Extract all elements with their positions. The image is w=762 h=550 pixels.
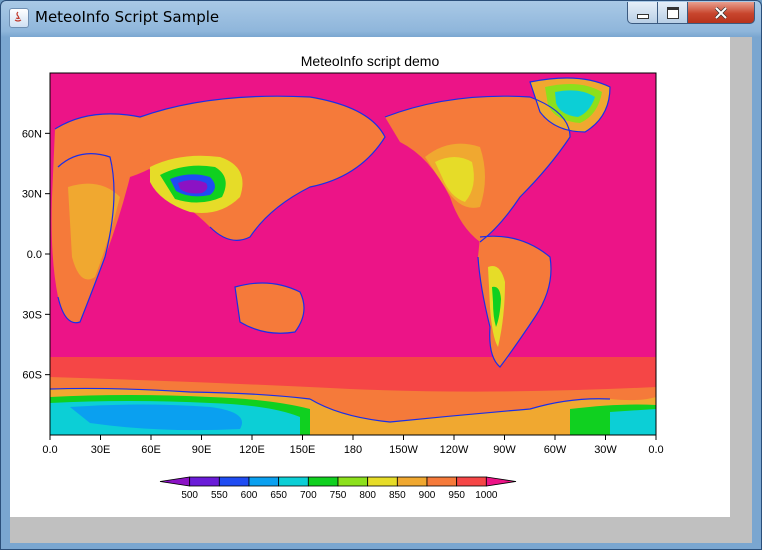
legend-arrow-low (159, 476, 191, 487)
maximize-icon (666, 6, 679, 19)
close-button[interactable] (687, 2, 755, 24)
y-axis: 60N 30N 0.0 30S 60S (22, 128, 50, 382)
x-tick-label: 90W (493, 444, 516, 456)
legend-swatch (218, 476, 250, 487)
color-legend: 500 550 600 650 700 750 800 850 900 950 1000 (159, 476, 517, 501)
minimize-button[interactable] (627, 2, 658, 24)
x-axis: 0.0 30E 60E 90E 120E 150E 180 150W 120W 90W 60W 30W… (42, 435, 664, 456)
chart-svg: 0.0 30E 60E 90E 120E 150E 180 150W 120W 90W 60W 30W… (22, 72, 664, 501)
legend-swatch (456, 476, 487, 487)
x-tick-label: 60E (141, 444, 161, 456)
maximize-button[interactable] (657, 2, 688, 24)
legend-label: 700 (300, 490, 317, 501)
legend-swatch (396, 476, 428, 487)
legend-swatch (189, 476, 220, 487)
x-tick-label: 60W (544, 444, 567, 456)
legend-label: 1000 (475, 490, 498, 501)
legend-label: 800 (359, 490, 376, 501)
legend-label: 650 (270, 490, 287, 501)
legend-swatch (248, 476, 280, 487)
x-tick-label: 150W (389, 444, 418, 456)
x-tick-label: 120E (239, 444, 265, 456)
greenland-650 (555, 90, 595, 117)
legend-label: 850 (389, 490, 406, 501)
y-tick-label: 30N (22, 189, 42, 201)
x-tick-label: 180 (344, 444, 362, 456)
x-tick-label: 30E (91, 444, 111, 456)
rockies-850 (435, 157, 474, 202)
legend-label: 500 (181, 490, 198, 501)
legend-label: 600 (241, 490, 258, 501)
x-tick-label: 90E (192, 444, 212, 456)
title-bar[interactable]: MeteoInfo Script Sample (1, 1, 761, 35)
australia-field (235, 283, 304, 334)
client-area: MeteoInfo script demo (10, 37, 752, 543)
legend-label: 550 (211, 490, 228, 501)
minimize-icon (636, 14, 649, 19)
andes-700 (492, 286, 501, 327)
contour-map (50, 73, 656, 435)
x-tick-label: 150E (290, 444, 316, 456)
chart-canvas[interactable]: MeteoInfo script demo (10, 37, 730, 517)
legend-label: 900 (419, 490, 436, 501)
y-tick-label: 60S (22, 370, 42, 382)
y-tick-label: 60N (22, 128, 42, 140)
x-tick-label: 30W (594, 444, 617, 456)
close-icon (714, 6, 728, 19)
y-tick-label: 0.0 (27, 249, 42, 261)
x-tick-label: 120W (440, 444, 469, 456)
x-tick-label: 0.0 (42, 444, 57, 456)
java-app-icon[interactable] (9, 8, 29, 28)
window-title: MeteoInfo Script Sample (35, 8, 220, 26)
legend-arrow-high (485, 476, 517, 487)
coastlines (50, 77, 611, 423)
tibet-500 (178, 180, 208, 194)
legend-swatch (426, 476, 458, 487)
y-tick-label: 30S (22, 309, 42, 321)
chart-title: MeteoInfo script demo (300, 53, 440, 69)
antarctica-600 (70, 404, 242, 431)
x-tick-label: 0.0 (648, 444, 663, 456)
legend-label: 750 (330, 490, 347, 501)
legend-swatch (307, 476, 339, 487)
legend-swatch (337, 476, 369, 487)
legend-swatch (367, 476, 398, 487)
legend-swatch (278, 476, 309, 487)
africa-highlands (68, 183, 120, 280)
legend-label: 950 (448, 490, 465, 501)
